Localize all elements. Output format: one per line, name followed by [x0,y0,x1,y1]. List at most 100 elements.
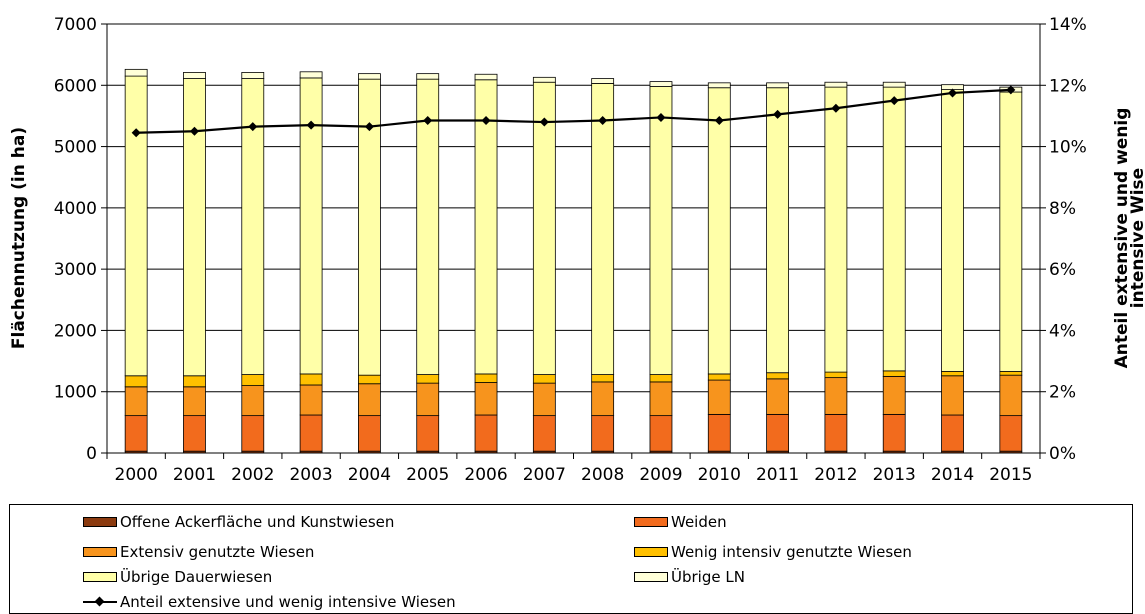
y2-tick-label: 12% [1049,76,1087,96]
bar-2014-series-2 [941,375,964,416]
y-tick-label: 3000 [54,260,97,280]
line-marker-2009 [656,112,666,122]
legend-swatch [83,547,117,557]
bar-2009-series-2 [649,381,673,417]
bar-2002-series-5 [241,72,265,79]
bar-2005-series-3 [416,374,440,384]
x-tick-label: 2010 [698,465,741,485]
y-tick-label: 2000 [54,321,97,341]
bar-2006-series-5 [474,73,498,81]
bar-2000-series-1 [124,415,148,452]
legend-label: Extensiv genutzte Wiesen [120,543,315,561]
bar-2010-series-1 [707,413,731,452]
bar-2006-series-1 [474,414,498,452]
bar-2003-series-3 [299,373,323,386]
bar-2012-series-3 [824,371,848,379]
line-marker-2010 [714,116,724,126]
bars [124,68,1023,454]
bar-2011-series-5 [766,82,789,89]
bar-2010-series-5 [707,82,731,89]
y2-axis-title-line-2: intensive Wise [1128,168,1145,308]
bar-2001-series-5 [183,72,206,79]
bar-2015-series-4 [999,91,1023,372]
x-tick-label: 2013 [873,465,916,485]
bar-2007-series-5 [532,76,556,83]
bar-2009-series-5 [649,81,673,87]
bar-2008-series-4 [591,83,615,375]
x-tick-label: 2002 [231,465,274,485]
y2-tick-label: 0% [1049,444,1076,464]
y2-axis-title-line-1: Anteil extensive und wenig [1112,108,1132,369]
legend-item-wenig-intensiv-genutzte-wiesen: Wenig intensiv genutzte Wiesen [634,541,912,563]
y-axis-ticks: 0 1000 2000 3000 4000 5000 6000 7000 [54,15,107,464]
legend-item-uebrige-ln: Übrige LN [634,566,745,588]
line-anteil-extensive [136,88,1011,134]
bar-2008-series-3 [591,374,615,383]
y-tick-label: 4000 [54,199,97,219]
bar-2000-series-4 [124,75,148,377]
bar-2007-series-2 [532,382,556,417]
bar-2006-series-3 [474,373,498,383]
bar-2012-series-5 [824,81,848,88]
x-tick-label: 2007 [523,465,566,485]
bar-2011-series-2 [766,378,789,415]
bar-2008-series-2 [591,381,615,417]
line-marker-2012 [831,103,841,113]
bar-2002-series-1 [241,415,265,452]
y-axis-title: Flächennutzung (in ha) [9,127,29,349]
legend-swatch [83,572,117,582]
y2-axis-ticks: 0% 2% 4% 6% 8% 10% 12% 14% [1040,15,1087,464]
bar-2010-series-3 [707,373,731,381]
legend-swatch [634,547,668,557]
line-marker-2002 [248,122,258,132]
legend-label: Weiden [671,513,727,531]
bar-2000-series-5 [124,68,148,77]
bar-2012-series-4 [824,86,848,373]
bar-2002-series-3 [241,374,265,386]
bar-2005-series-1 [416,415,440,452]
y-tick-label: 5000 [54,138,97,158]
bar-2010-series-4 [707,87,731,375]
legend-swatch [634,517,668,527]
bar-2012-series-1 [824,413,848,452]
line-marker-2000 [131,128,141,138]
legend-swatch [83,517,117,527]
legend-label: Offene Ackerfläche und Kunstwiesen [120,513,395,531]
bar-2001-series-4 [183,78,206,377]
y-tick-label: 0 [86,444,97,464]
bar-2009-series-4 [649,86,673,375]
x-tick-label: 2000 [115,465,158,485]
line-marker-2007 [539,117,549,127]
x-tick-label: 2008 [581,465,624,485]
line-marker-2008 [598,116,608,126]
bar-2001-series-3 [183,375,206,388]
bar-2004-series-1 [358,415,381,452]
bar-2008-series-1 [591,415,615,452]
legend-label: Übrige LN [671,568,745,586]
line-marker-2004 [364,122,374,132]
legend-item-uebrige-dauerwiesen: Übrige Dauerwiesen [83,566,272,588]
bar-2004-series-5 [358,73,381,80]
bar-2003-series-5 [299,71,323,79]
x-tick-label: 2006 [464,465,507,485]
bar-2015-series-1 [999,415,1023,452]
bar-2014-series-3 [941,371,964,377]
x-tick-label: 2004 [348,465,391,485]
line-marker-2015 [1006,85,1016,95]
x-tick-label: 2015 [989,465,1032,485]
bar-2014-series-1 [941,414,964,452]
legend-item-extensiv-genutzte-wiesen: Extensiv genutzte Wiesen [83,541,314,563]
line-series [131,85,1016,138]
bar-2009-series-3 [649,374,673,383]
legend-swatch [634,572,668,582]
y2-tick-label: 8% [1049,199,1076,219]
x-tick-label: 2001 [173,465,216,485]
y2-tick-label: 6% [1049,260,1076,280]
y2-tick-label: 14% [1049,15,1087,35]
bar-2014-series-4 [941,89,964,372]
bar-2013-series-1 [882,413,906,452]
line-marker-2013 [889,96,899,106]
bar-2007-series-1 [532,415,556,452]
bar-2000-series-3 [124,375,148,388]
legend-line-marker [83,595,117,609]
